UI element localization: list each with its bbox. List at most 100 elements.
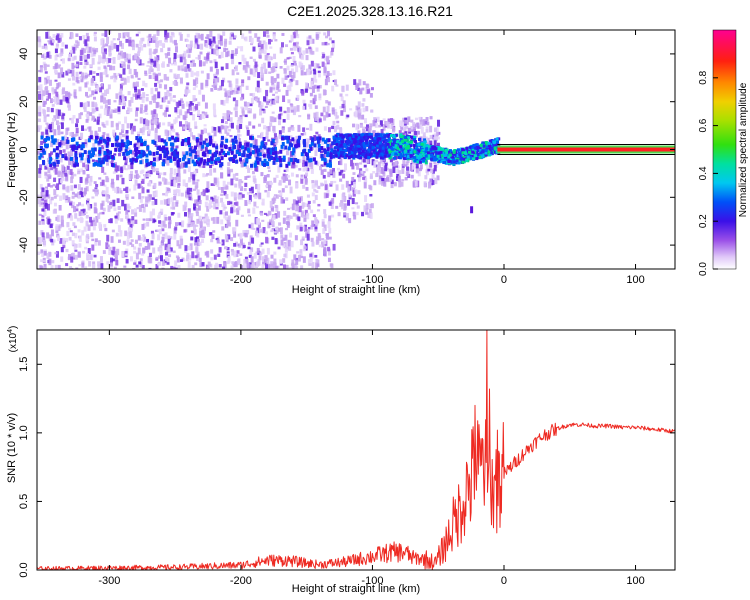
spectrogram-cell — [121, 43, 125, 49]
spectrogram-cell — [135, 93, 139, 100]
spectrogram-cell — [302, 256, 306, 263]
spectrogram-cell — [310, 209, 314, 214]
spectrogram-cell — [106, 234, 110, 242]
spectrogram-cell — [425, 129, 429, 133]
spectrogram-cell — [322, 153, 326, 160]
spectrogram-cell — [205, 187, 209, 193]
spectrogram-cell — [79, 158, 83, 163]
spectrogram-cell — [80, 168, 84, 173]
spectrogram-cell — [278, 180, 282, 186]
spectrogram-cell-signal — [476, 152, 480, 156]
spectrogram-cell — [188, 68, 192, 72]
spectrogram-cell — [57, 128, 61, 136]
spectrogram-cell — [288, 267, 292, 269]
spectrogram-cell — [305, 187, 309, 191]
spectrogram-cell — [116, 248, 120, 256]
spectrogram-cell — [270, 229, 274, 233]
spectrogram-cell — [219, 41, 223, 46]
spectrogram-cell — [340, 169, 344, 174]
spectrogram-cell — [96, 85, 100, 92]
spectrogram-cell — [213, 114, 217, 118]
spectrogram-cell — [123, 96, 127, 102]
spectrogram-cell — [72, 47, 76, 54]
spectrogram-cell — [73, 133, 77, 137]
spectrogram-cell — [45, 98, 49, 101]
spectrogram-cell — [144, 204, 148, 207]
spectrogram-cell — [296, 225, 300, 230]
spectrogram-cell — [97, 240, 101, 246]
spectrogram-cell — [106, 193, 110, 197]
spectrogram-cell — [238, 148, 242, 155]
spectrogram-cell — [190, 174, 194, 180]
spectrogram-cell-signal — [354, 141, 358, 145]
spectrogram-cell — [81, 125, 85, 131]
spectrogram-cell-signal — [336, 141, 340, 145]
spectrogram-cell — [236, 119, 240, 126]
spectrogram-cell-signal — [337, 151, 341, 155]
spectrogram-cell — [401, 163, 405, 169]
spectrogram-cell — [155, 57, 159, 63]
spectrogram-cell — [153, 34, 157, 41]
spectrogram-cell — [75, 33, 79, 37]
spectrogram-cell — [113, 78, 117, 83]
spectrogram-cell — [263, 96, 267, 102]
spectrogram-cell — [238, 181, 242, 189]
spectrogram-cell — [118, 187, 122, 191]
spectrogram-cell — [355, 202, 359, 205]
spectrogram-cell — [183, 229, 187, 233]
spectrogram-cell — [45, 90, 49, 95]
spectrogram-cell-signal — [468, 148, 472, 152]
spectrogram-cell — [100, 263, 104, 269]
spectrogram-cell — [241, 79, 245, 83]
spectrogram-cell — [153, 60, 157, 67]
spectrogram-cell — [77, 229, 81, 233]
spectrogram-cell — [164, 129, 168, 137]
spectrogram-cell — [345, 216, 349, 221]
spectrogram-cell-signal — [403, 135, 407, 139]
spectrogram-cell — [51, 91, 55, 95]
spectrogram-cell — [197, 149, 201, 156]
spectrogram-cell — [112, 188, 116, 191]
spectrogram-cell — [137, 46, 141, 53]
spectrogram-cell — [198, 199, 202, 205]
spectrogram-cell — [274, 62, 278, 67]
spectrogram-cell — [54, 79, 58, 82]
spectrogram-cell — [152, 168, 156, 172]
spectrogram-cell — [356, 205, 360, 209]
spectrogram-cell — [61, 113, 65, 120]
spectrogram-cell-signal — [401, 138, 405, 142]
spectrogram-cell — [189, 40, 193, 48]
spectrogram-cell — [376, 116, 380, 123]
spectrogram-cell — [74, 193, 78, 198]
spectrogram-cell — [209, 30, 213, 38]
spectrogram-cell — [52, 184, 56, 187]
spectrogram-cell — [50, 151, 54, 155]
spectrogram-cell-signal — [349, 146, 353, 150]
spectrogram-cell-signal — [351, 145, 355, 149]
spectrogram-cell-signal — [379, 133, 383, 137]
spectrogram-cell — [361, 114, 365, 120]
spectrogram-cell — [220, 79, 224, 87]
spectrogram-cell — [280, 234, 284, 239]
spectrogram-cell — [124, 32, 128, 36]
spectrogram-cell — [271, 236, 275, 240]
spectrogram-cell — [83, 65, 87, 69]
spectrogram-cell — [145, 196, 149, 203]
spectrogram-cell — [227, 90, 231, 96]
spectrogram-cell — [237, 117, 241, 122]
spectrogram-cell — [382, 118, 386, 121]
spectrogram-cell — [331, 40, 335, 44]
spectrogram-cell — [189, 243, 193, 251]
spectrogram-cell — [136, 95, 140, 99]
spectrogram-cell — [191, 221, 195, 227]
spectrogram-cell — [272, 63, 276, 69]
spectrogram-cell — [176, 133, 180, 139]
spectrogram-cell — [399, 120, 403, 128]
spectrogram-cell-signal — [353, 151, 357, 155]
spectrogram-cell — [289, 135, 293, 138]
spectrogram-cell — [73, 225, 77, 229]
spectrogram-cell — [301, 215, 305, 218]
spectrogram-cell — [229, 135, 233, 138]
spectrogram-cell — [436, 175, 440, 181]
spectrogram-cell — [423, 181, 427, 187]
